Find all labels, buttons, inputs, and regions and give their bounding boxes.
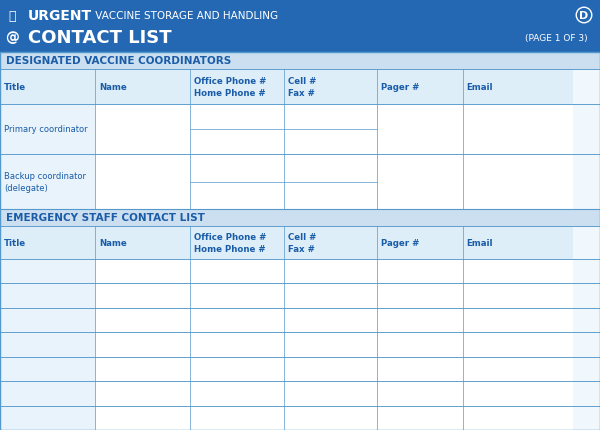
Bar xyxy=(463,227,573,259)
Bar xyxy=(463,105,573,155)
Text: Office Phone #
Home Phone #: Office Phone # Home Phone # xyxy=(194,232,266,254)
Bar xyxy=(377,227,463,259)
Bar xyxy=(284,381,377,405)
Bar xyxy=(463,405,573,430)
Bar xyxy=(0,227,95,259)
Text: URGENT: URGENT xyxy=(28,9,92,23)
Bar xyxy=(463,357,573,381)
Bar xyxy=(377,357,463,381)
Bar xyxy=(284,259,377,284)
Bar xyxy=(190,70,284,105)
Text: VACCINE STORAGE AND HANDLING: VACCINE STORAGE AND HANDLING xyxy=(92,11,278,21)
Bar xyxy=(463,332,573,357)
Bar xyxy=(190,405,284,430)
Bar xyxy=(0,105,95,155)
Text: DESIGNATED VACCINE COORDINATORS: DESIGNATED VACCINE COORDINATORS xyxy=(6,56,231,66)
Bar xyxy=(0,332,95,357)
Bar xyxy=(377,155,463,209)
Text: Name: Name xyxy=(99,83,127,92)
Bar xyxy=(284,70,377,105)
Bar xyxy=(463,70,573,105)
Text: Title: Title xyxy=(4,239,26,247)
Bar xyxy=(463,381,573,405)
Text: Primary coordinator: Primary coordinator xyxy=(4,125,88,134)
Bar xyxy=(377,381,463,405)
Bar xyxy=(0,308,95,332)
Bar xyxy=(463,259,573,284)
Bar xyxy=(377,105,463,155)
Bar xyxy=(190,357,284,381)
Bar xyxy=(377,332,463,357)
Text: Name: Name xyxy=(99,239,127,247)
Bar xyxy=(95,357,190,381)
Bar xyxy=(190,332,284,357)
Text: Office Phone #
Home Phone #: Office Phone # Home Phone # xyxy=(194,77,266,98)
Bar xyxy=(284,332,377,357)
Bar xyxy=(95,405,190,430)
Bar xyxy=(0,357,95,381)
Bar xyxy=(284,227,377,259)
Bar xyxy=(95,155,190,209)
Bar xyxy=(0,53,600,430)
Bar xyxy=(190,227,284,259)
Text: (PAGE 1 OF 3): (PAGE 1 OF 3) xyxy=(526,34,588,43)
Bar xyxy=(0,405,95,430)
Bar xyxy=(377,70,463,105)
Text: Cell #
Fax #: Cell # Fax # xyxy=(289,232,317,254)
Text: Backup coordinator
(delegate): Backup coordinator (delegate) xyxy=(4,171,86,193)
Bar xyxy=(377,308,463,332)
Text: Pager #: Pager # xyxy=(382,239,420,247)
Bar xyxy=(95,332,190,357)
Text: Pager #: Pager # xyxy=(382,83,420,92)
Bar xyxy=(284,357,377,381)
Bar xyxy=(190,105,284,155)
Text: Email: Email xyxy=(467,83,493,92)
Bar xyxy=(0,381,95,405)
Bar xyxy=(284,308,377,332)
Bar xyxy=(284,405,377,430)
Bar xyxy=(0,284,95,308)
Bar xyxy=(377,284,463,308)
Bar xyxy=(95,227,190,259)
Bar xyxy=(377,259,463,284)
Bar xyxy=(463,155,573,209)
Bar xyxy=(0,0,600,53)
Text: Email: Email xyxy=(467,239,493,247)
Text: EMERGENCY STAFF CONTACT LIST: EMERGENCY STAFF CONTACT LIST xyxy=(6,213,205,223)
Text: CONTACT LIST: CONTACT LIST xyxy=(28,29,172,47)
Bar xyxy=(95,70,190,105)
Bar xyxy=(284,284,377,308)
Bar xyxy=(190,284,284,308)
Bar xyxy=(0,259,95,284)
Bar xyxy=(190,308,284,332)
Bar xyxy=(95,259,190,284)
Bar xyxy=(0,209,600,227)
Bar xyxy=(0,155,95,209)
Bar xyxy=(95,308,190,332)
Bar xyxy=(95,284,190,308)
Bar xyxy=(463,284,573,308)
Text: Title: Title xyxy=(4,83,26,92)
Bar xyxy=(284,155,377,209)
Bar xyxy=(0,53,600,70)
Bar xyxy=(190,259,284,284)
Bar xyxy=(95,105,190,155)
Bar xyxy=(95,381,190,405)
Bar xyxy=(463,308,573,332)
Bar xyxy=(377,405,463,430)
Text: D: D xyxy=(580,11,589,21)
Text: @: @ xyxy=(5,31,19,45)
Bar xyxy=(190,381,284,405)
Text: ⓘ: ⓘ xyxy=(8,9,16,22)
Bar xyxy=(0,70,95,105)
Bar xyxy=(190,155,284,209)
Text: Cell #
Fax #: Cell # Fax # xyxy=(289,77,317,98)
Bar xyxy=(284,105,377,155)
